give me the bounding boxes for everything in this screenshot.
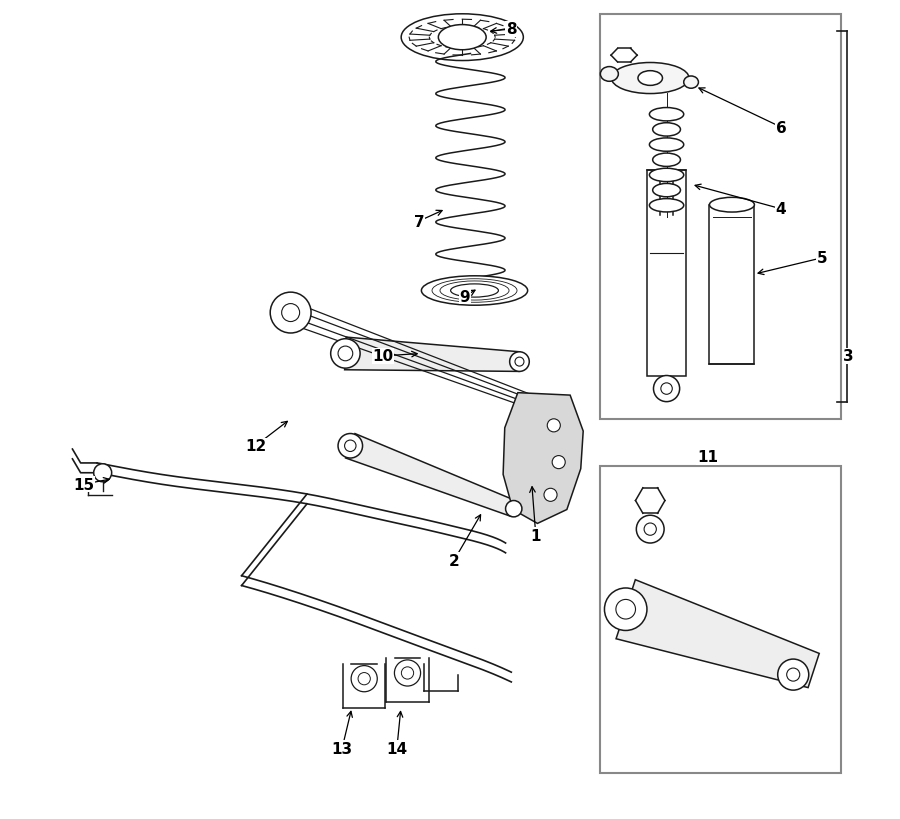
Ellipse shape — [358, 672, 370, 685]
Ellipse shape — [605, 588, 647, 631]
Ellipse shape — [653, 376, 680, 402]
Ellipse shape — [661, 383, 672, 395]
Text: 15: 15 — [73, 477, 94, 492]
Ellipse shape — [351, 666, 377, 692]
Ellipse shape — [421, 277, 527, 305]
Ellipse shape — [338, 346, 353, 361]
Text: 10: 10 — [373, 349, 393, 364]
Text: 4: 4 — [776, 202, 787, 217]
Ellipse shape — [636, 516, 664, 543]
Ellipse shape — [438, 25, 486, 51]
Ellipse shape — [650, 199, 684, 213]
Ellipse shape — [778, 659, 809, 690]
Ellipse shape — [611, 63, 689, 94]
Polygon shape — [345, 337, 520, 372]
Ellipse shape — [600, 67, 618, 82]
Ellipse shape — [638, 71, 662, 86]
Text: 6: 6 — [776, 120, 787, 135]
Text: 8: 8 — [506, 22, 517, 38]
Bar — [709, 206, 754, 364]
Ellipse shape — [547, 419, 561, 432]
Ellipse shape — [506, 501, 522, 518]
Ellipse shape — [652, 154, 680, 167]
Ellipse shape — [652, 184, 680, 197]
Ellipse shape — [338, 434, 363, 459]
Ellipse shape — [652, 124, 680, 137]
Text: 11: 11 — [697, 450, 718, 464]
Ellipse shape — [345, 441, 356, 452]
Ellipse shape — [787, 668, 800, 681]
Ellipse shape — [401, 667, 414, 679]
Text: 5: 5 — [816, 251, 827, 266]
Bar — [599, 16, 841, 419]
Ellipse shape — [451, 284, 499, 298]
Text: 3: 3 — [843, 349, 854, 364]
Ellipse shape — [394, 660, 420, 686]
Text: 9: 9 — [459, 289, 470, 305]
Ellipse shape — [544, 489, 557, 502]
Ellipse shape — [644, 523, 656, 536]
Polygon shape — [616, 580, 819, 688]
Bar — [647, 171, 686, 377]
Ellipse shape — [616, 600, 635, 619]
Ellipse shape — [515, 358, 524, 367]
Text: 7: 7 — [414, 215, 424, 229]
Ellipse shape — [650, 169, 684, 183]
Text: 12: 12 — [245, 439, 266, 454]
Ellipse shape — [709, 198, 754, 213]
Ellipse shape — [650, 108, 684, 122]
Ellipse shape — [282, 304, 300, 322]
Ellipse shape — [684, 77, 698, 89]
Ellipse shape — [270, 292, 311, 333]
Text: 13: 13 — [331, 740, 353, 756]
Bar — [599, 467, 841, 772]
Text: 1: 1 — [531, 528, 541, 544]
Ellipse shape — [94, 464, 112, 482]
Ellipse shape — [509, 352, 529, 372]
Polygon shape — [346, 434, 517, 517]
Ellipse shape — [553, 456, 565, 469]
Text: 14: 14 — [386, 740, 408, 756]
Ellipse shape — [330, 339, 360, 369]
Polygon shape — [503, 393, 583, 524]
Text: 2: 2 — [449, 553, 460, 568]
Ellipse shape — [650, 138, 684, 152]
